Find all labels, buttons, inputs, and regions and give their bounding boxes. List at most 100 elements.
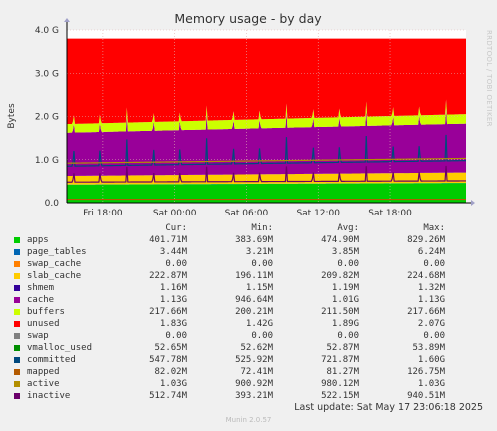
legend-name: vmalloc_used <box>27 343 93 353</box>
legend-row-inactive: inactive 512.74M 393.21M 522.15M 940.51M <box>14 390 494 402</box>
legend-max: 2.07G <box>417 319 445 329</box>
line-committed <box>66 134 467 167</box>
legend-row-active: active 1.03G 900.92M 980.12M 1.03G <box>14 378 494 390</box>
legend-min: 0.00 <box>251 331 273 341</box>
legend-cur: 82.02M <box>154 367 187 377</box>
legend-max: 1.03G <box>417 379 445 389</box>
munin-version: Munin 2.0.57 <box>225 416 272 424</box>
x-tick-label: Sat 18:00 <box>368 209 412 215</box>
legend-cur: 401.71M <box>149 235 187 245</box>
header-avg: Avg: <box>337 223 359 233</box>
legend-name: swap_cache <box>27 259 82 269</box>
legend-avg: 1.89G <box>331 319 359 329</box>
y-tick-label: 0.0 <box>45 199 60 209</box>
legend-swatch <box>14 321 20 327</box>
legend-row-page-tables: page_tables 3.44M 3.21M 3.85M 6.24M <box>14 246 494 258</box>
legend-row-vmalloc-used: vmalloc_used 52.65M 52.62M 52.87M 53.89M <box>14 342 494 354</box>
y-axis-label: Bytes <box>7 103 17 129</box>
legend-avg: 0.00 <box>337 259 359 269</box>
tick-labels: 0.0 1.0 G 2.0 G 3.0 G 4.0 G Fri 18:00 Sat 00:0… <box>35 26 412 215</box>
legend-max: 6.24M <box>417 247 445 257</box>
legend-min: 1.15M <box>245 283 273 293</box>
line-inactive <box>67 165 467 183</box>
legend-avg: 3.85M <box>331 247 359 257</box>
legend-swatch <box>14 297 20 303</box>
area-apps <box>67 183 466 203</box>
legend-row-committed: committed 547.78M 525.92M 721.87M 1.60G <box>14 354 494 366</box>
plot-area <box>67 30 466 203</box>
legend-avg: 980.12M <box>321 379 359 389</box>
axes <box>64 18 475 206</box>
legend-max: 217.66M <box>407 307 445 317</box>
legend-row-unused: unused 1.83G 1.42G 1.89G 2.07G <box>14 318 494 330</box>
legend-name: buffers <box>27 307 65 317</box>
legend-swatch <box>14 345 20 351</box>
legend-row-swap-cache: swap_cache 0.00 0.00 0.00 0.00 <box>14 258 494 270</box>
legend-min: 196.11M <box>235 271 273 281</box>
legend-name: page_tables <box>27 247 87 257</box>
x-tick-label: Sat 00:00 <box>153 209 197 215</box>
legend-name: cache <box>27 295 55 305</box>
legend-swatch <box>14 309 20 315</box>
legend-min: 3.21M <box>245 247 273 257</box>
legend-cur: 0.00 <box>165 331 187 341</box>
legend-swatch <box>14 237 20 243</box>
series-lines <box>66 134 467 201</box>
legend-name: inactive <box>27 391 71 401</box>
legend-min: 72.41M <box>240 367 273 377</box>
legend-cur: 217.66M <box>149 307 187 317</box>
area-unused <box>67 38 466 125</box>
legend-min: 393.21M <box>235 391 273 401</box>
legend-min: 200.21M <box>235 307 273 317</box>
line-active <box>66 157 467 164</box>
legend-max: 829.26M <box>407 235 445 245</box>
legend-swatch <box>14 333 20 339</box>
legend-swatch <box>14 393 20 399</box>
legend-name: committed <box>27 355 76 365</box>
legend-name: swap <box>27 331 49 341</box>
legend-name: mapped <box>27 367 60 377</box>
y-tick-label: 4.0 G <box>35 26 59 36</box>
legend-max: 940.51M <box>407 391 445 401</box>
legend-min: 525.92M <box>235 355 273 365</box>
legend-avg: 52.87M <box>326 343 359 353</box>
legend-swatch <box>14 357 20 363</box>
legend-max: 1.60G <box>417 355 445 365</box>
legend-avg: 1.19M <box>331 283 359 293</box>
legend-cur: 0.00 <box>165 259 187 269</box>
area-page-tables <box>67 182 466 185</box>
legend-row-swap: swap 0.00 0.00 0.00 0.00 <box>14 330 494 342</box>
y-axis-arrow <box>64 18 70 22</box>
x-tick-label: Sat 12:00 <box>296 209 340 215</box>
legend-swatch <box>14 273 20 279</box>
legend-name: shmem <box>27 283 55 293</box>
legend-swatch <box>14 285 20 291</box>
legend-cur: 222.87M <box>149 271 187 281</box>
legend-min: 52.62M <box>240 343 273 353</box>
legend-avg: 522.15M <box>321 391 359 401</box>
y-tick-label: 2.0 G <box>35 113 59 123</box>
legend-row-buffers: buffers 217.66M 200.21M 211.50M 217.66M <box>14 306 494 318</box>
legend-min: 0.00 <box>251 259 273 269</box>
legend-row-mapped: mapped 82.02M 72.41M 81.27M 126.75M <box>14 366 494 378</box>
legend-name: unused <box>27 319 60 329</box>
x-tick-label: Fri 18:00 <box>83 209 123 215</box>
legend-cur: 512.74M <box>149 391 187 401</box>
legend-row-slab-cache: slab_cache 222.87M 196.11M 209.82M 224.68M <box>14 270 494 282</box>
legend-cur: 1.83G <box>159 319 187 329</box>
legend-avg: 81.27M <box>326 367 359 377</box>
legend-avg: 474.90M <box>321 235 359 245</box>
area-buffers <box>67 99 466 133</box>
legend-max: 53.89M <box>412 343 445 353</box>
header-min: Min: <box>251 223 273 233</box>
legend-swatch <box>14 381 20 387</box>
header-max: Max: <box>423 223 445 233</box>
legend-cur: 3.44M <box>159 247 187 257</box>
legend-max: 1.32M <box>417 283 445 293</box>
memory-chart: Memory usage - by day Bytes RRDTOOL / TO… <box>7 11 493 215</box>
legend-swatch <box>14 249 20 255</box>
legend-avg: 211.50M <box>321 307 359 317</box>
legend-swatch <box>14 261 20 267</box>
legend-avg: 0.00 <box>337 331 359 341</box>
legend-row-shmem: shmem 1.16M 1.15M 1.19M 1.32M <box>14 282 494 294</box>
